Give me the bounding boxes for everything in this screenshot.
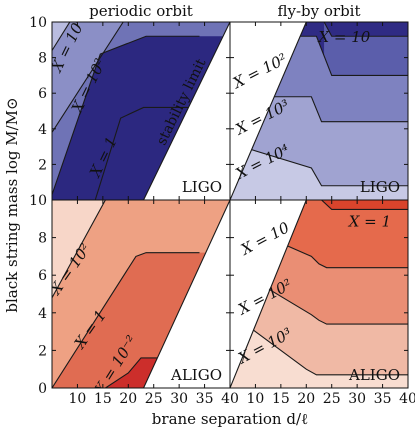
contour-line-0 <box>230 200 408 210</box>
stability-edge <box>143 22 230 200</box>
x-tick-label: 10 <box>69 391 87 407</box>
contour-line-0 <box>52 200 200 299</box>
x-tick-label: 40 <box>399 391 415 407</box>
contour-label: X = 10 <box>317 28 370 46</box>
contour-line-1 <box>52 22 200 133</box>
column-title-flyby: fly-by orbit <box>277 2 360 20</box>
x-tick-label: 15 <box>272 391 290 407</box>
contour-label: X = 1 <box>348 213 391 231</box>
detector-label: LIGO <box>360 178 400 196</box>
y-tick-label: 10 <box>29 193 47 209</box>
x-tick-label: 20 <box>297 391 315 407</box>
x-axis-label: brane separation d/ℓ <box>152 410 308 428</box>
x-tick-label: 15 <box>94 391 112 407</box>
y-tick-label: 8 <box>38 51 47 67</box>
y-tick-label: 8 <box>38 231 47 247</box>
x-tick-label: 35 <box>196 391 214 407</box>
panel-frame <box>229 199 409 389</box>
x-tick-label: 20 <box>119 391 137 407</box>
excluded-region <box>230 200 307 388</box>
y-tick-label: 6 <box>38 86 47 102</box>
x-tick-label: 10 <box>247 391 265 407</box>
x-tick-label: 30 <box>348 391 366 407</box>
x-tick-label: 25 <box>323 391 341 407</box>
contour-line-0 <box>52 22 71 51</box>
contour-line-3 <box>230 142 408 187</box>
y-tick-label: 4 <box>38 306 47 322</box>
contour-line-2 <box>52 35 200 195</box>
stability-edge <box>143 200 230 388</box>
excluded-region <box>230 22 307 200</box>
y-tick-label: 6 <box>38 268 47 284</box>
detector-label: LIGO <box>182 178 222 196</box>
stability-edge <box>230 22 307 200</box>
x-tick-label: 30 <box>170 391 188 407</box>
y-tick-label: 0 <box>38 381 47 397</box>
y-tick-label: 2 <box>38 343 47 359</box>
y-axis-label: black string mass log M/M⊙ <box>3 97 21 312</box>
contour-line-2 <box>230 265 408 325</box>
contour-line-3 <box>94 106 200 200</box>
region-4 <box>230 312 408 388</box>
x-tick-label: 35 <box>374 391 392 407</box>
column-title-periodic: periodic orbit <box>89 2 193 20</box>
contour-line-0 <box>323 22 408 37</box>
detector-label: ALIGO <box>348 366 400 384</box>
contour-line-1 <box>52 252 200 388</box>
contour-line-3 <box>230 312 408 376</box>
x-tick-label: 25 <box>145 391 163 407</box>
detector-label: ALIGO <box>170 366 222 384</box>
stability-edge <box>230 200 307 388</box>
y-tick-label: 2 <box>38 157 47 173</box>
y-tick-label: 4 <box>38 122 47 138</box>
x-tick-label: 40 <box>221 391 239 407</box>
y-tick-label: 10 <box>29 15 47 31</box>
